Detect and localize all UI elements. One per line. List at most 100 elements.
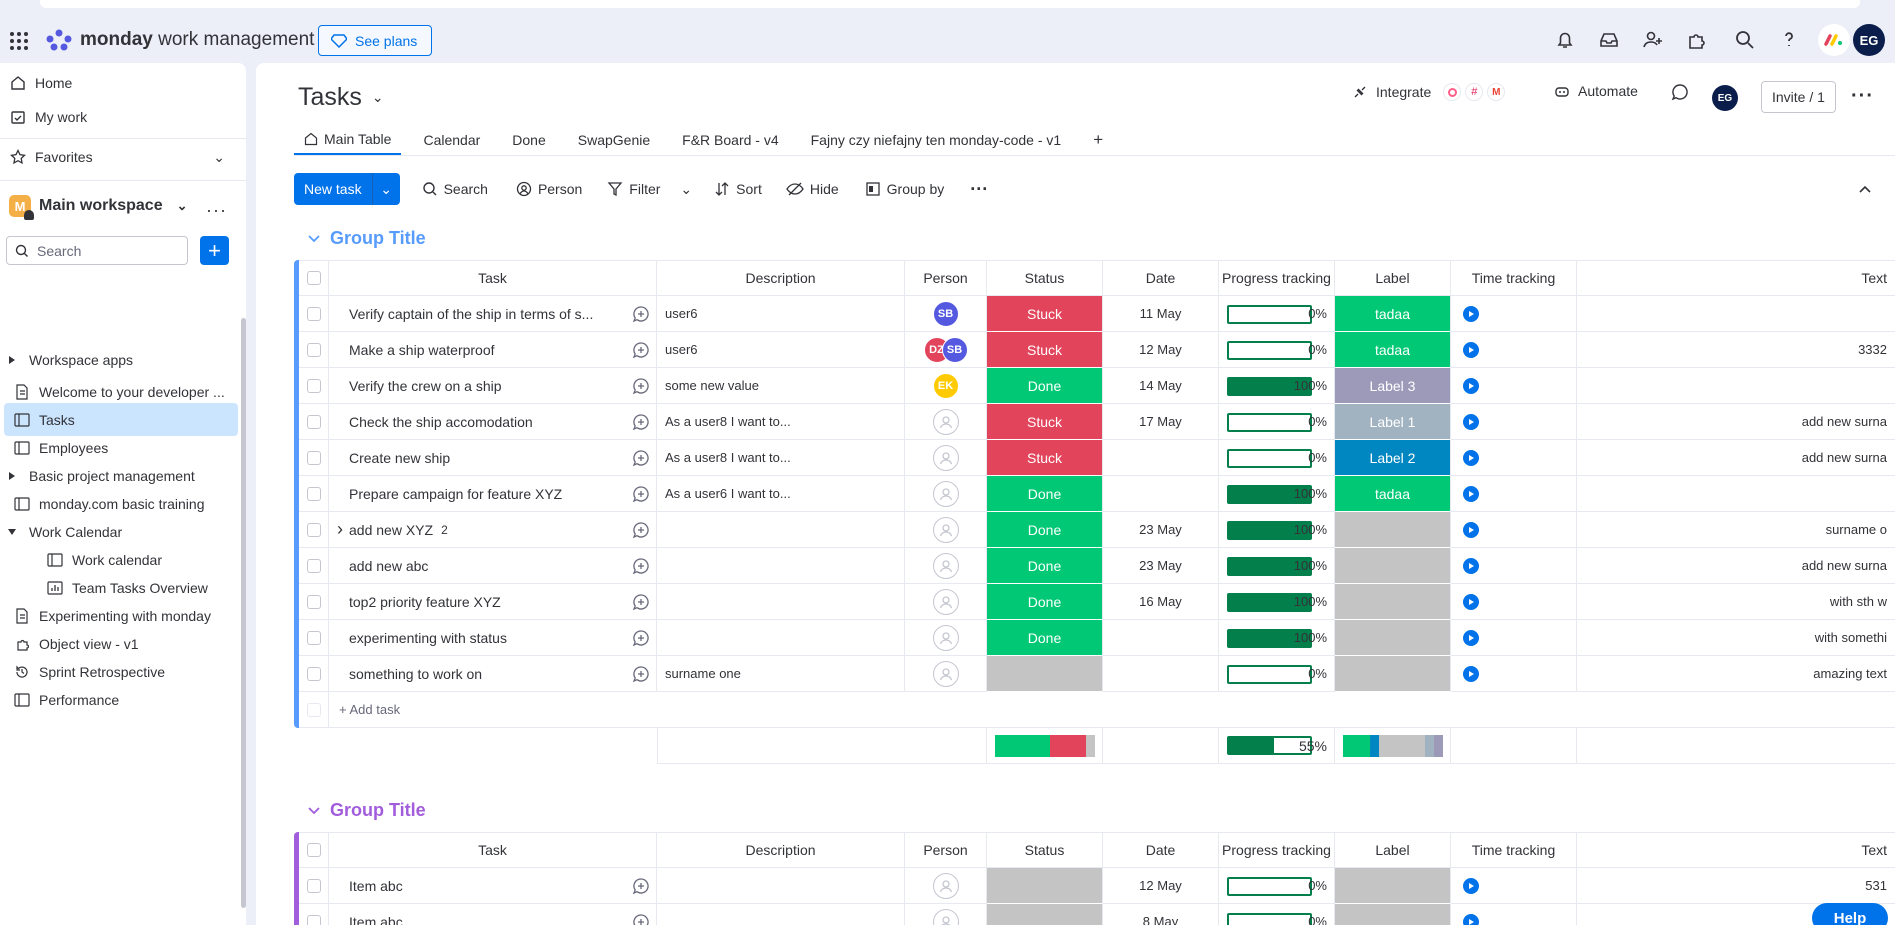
person-cell[interactable]: DZ SB (905, 332, 987, 368)
task-name[interactable]: Prepare campaign for feature XYZ (329, 476, 625, 512)
description-cell[interactable] (657, 868, 905, 904)
text-cell[interactable] (1577, 476, 1895, 512)
row-checkbox[interactable] (299, 904, 329, 925)
column-header-progress-tracking[interactable]: Progress tracking (1219, 260, 1335, 296)
play-icon[interactable] (1463, 665, 1479, 682)
date-cell[interactable]: 14 May (1103, 368, 1219, 404)
person-cell[interactable] (905, 404, 987, 440)
row-checkbox[interactable] (299, 476, 329, 512)
sidebar-item-experimenting-with-monday[interactable]: Experimenting with monday (14, 601, 211, 631)
status-cell[interactable]: Done (987, 584, 1103, 620)
column-header-person[interactable]: Person (905, 832, 987, 868)
description-cell[interactable]: As a user6 I want to... (657, 476, 905, 512)
time-tracking-cell[interactable] (1451, 548, 1577, 584)
apps-grid-icon[interactable] (9, 31, 29, 51)
play-icon[interactable] (1463, 377, 1479, 394)
date-cell[interactable]: 23 May (1103, 512, 1219, 548)
tab-f-r-board-v4[interactable]: F&R Board - v4 (682, 132, 779, 148)
description-cell[interactable]: user6 (657, 332, 905, 368)
description-cell[interactable]: As a user8 I want to... (657, 440, 905, 476)
row-checkbox[interactable] (299, 440, 329, 476)
sidebar-home[interactable]: Home (10, 68, 72, 98)
date-cell[interactable]: 12 May (1103, 868, 1219, 904)
time-tracking-cell[interactable] (1451, 476, 1577, 512)
workspace-more-icon[interactable]: ··· (206, 200, 227, 220)
table-row[interactable]: add new abc Done 23 May 100% add new surna (256, 548, 1895, 584)
add-update-icon[interactable] (625, 548, 657, 584)
column-header-description[interactable]: Description (657, 832, 905, 868)
column-header-label[interactable]: Label (1335, 832, 1451, 868)
add-update-icon[interactable] (625, 656, 657, 692)
date-cell[interactable] (1103, 440, 1219, 476)
time-tracking-cell[interactable] (1451, 368, 1577, 404)
person-cell[interactable] (905, 868, 987, 904)
sidebar-item-workspace-apps[interactable]: Workspace apps (4, 345, 133, 375)
invite-button[interactable]: Invite / 1 (1761, 81, 1836, 113)
text-cell[interactable]: with somethi (1577, 620, 1895, 656)
task-name[interactable]: › add new XYZ 2 (329, 512, 625, 548)
person-cell[interactable] (905, 512, 987, 548)
add-task-row[interactable]: + Add task (256, 692, 1895, 728)
sidebar-search-input[interactable]: Search (6, 236, 188, 265)
monday-logo[interactable]: monday work management (46, 29, 314, 51)
column-header-date[interactable]: Date (1103, 832, 1219, 868)
status-cell[interactable] (987, 868, 1103, 904)
date-cell[interactable]: 23 May (1103, 548, 1219, 584)
notifications-bell-icon[interactable] (1553, 28, 1577, 52)
label-cell[interactable]: tadaa (1335, 332, 1451, 368)
sidebar-item-employees[interactable]: Employees (14, 433, 108, 463)
date-cell[interactable]: 8 May (1103, 904, 1219, 925)
tab-swapgenie[interactable]: SwapGenie (577, 132, 651, 148)
label-cell[interactable] (1335, 512, 1451, 548)
play-icon[interactable] (1463, 913, 1479, 925)
play-icon[interactable] (1463, 341, 1479, 358)
task-name[interactable]: top2 priority feature XYZ (329, 584, 625, 620)
time-tracking-cell[interactable] (1451, 440, 1577, 476)
person-cell[interactable] (905, 476, 987, 512)
person-cell[interactable]: SB (905, 296, 987, 332)
chevron-down-icon[interactable]: ⌄ (680, 180, 693, 197)
person-filter-button[interactable]: Person (516, 181, 582, 197)
hide-button[interactable]: Hide (786, 181, 839, 197)
time-tracking-cell[interactable] (1451, 904, 1577, 925)
table-row[interactable]: Create new ship As a user8 I want to... St… (256, 440, 1895, 476)
chevron-down-icon[interactable]: ⌄ (371, 173, 400, 205)
description-cell[interactable] (657, 548, 905, 584)
integrate-button[interactable]: Integrate # M (1352, 83, 1506, 101)
tab-done[interactable]: Done (512, 132, 546, 148)
board-owner-avatar[interactable]: EG (1712, 85, 1738, 111)
sidebar-item-team-tasks-overview[interactable]: Team Tasks Overview (47, 573, 208, 603)
play-icon[interactable] (1463, 629, 1479, 646)
label-cell[interactable] (1335, 620, 1451, 656)
table-row[interactable]: something to work on surname one 0% amazing… (256, 656, 1895, 692)
play-icon[interactable] (1463, 449, 1479, 466)
date-cell[interactable]: 17 May (1103, 404, 1219, 440)
date-cell[interactable] (1103, 656, 1219, 692)
column-header-status[interactable]: Status (987, 832, 1103, 868)
play-icon[interactable] (1463, 485, 1479, 502)
sidebar-item-object-view-v1[interactable]: Object view - v1 (14, 629, 139, 659)
column-header-date[interactable]: Date (1103, 260, 1219, 296)
table-row[interactable]: Check the ship accomodation As a user8 I … (256, 404, 1895, 440)
add-update-icon[interactable] (625, 904, 657, 925)
text-cell[interactable]: add new surna (1577, 440, 1895, 476)
time-tracking-cell[interactable] (1451, 296, 1577, 332)
label-cell[interactable] (1335, 584, 1451, 620)
sidebar-favorites[interactable]: Favorites ⌄ (10, 142, 225, 172)
task-name[interactable]: Verify captain of the ship in terms of s… (329, 296, 625, 332)
status-cell[interactable]: Stuck (987, 296, 1103, 332)
row-checkbox[interactable] (299, 404, 329, 440)
row-checkbox[interactable] (299, 584, 329, 620)
add-update-icon[interactable] (625, 476, 657, 512)
sidebar-my-work[interactable]: My work (10, 102, 87, 132)
status-cell[interactable]: Stuck (987, 332, 1103, 368)
label-cell[interactable] (1335, 656, 1451, 692)
add-update-icon[interactable] (625, 620, 657, 656)
table-row[interactable]: Prepare campaign for feature XYZ As a use… (256, 476, 1895, 512)
time-tracking-cell[interactable] (1451, 620, 1577, 656)
sidebar-item-work-calendar[interactable]: Work Calendar (4, 517, 122, 547)
table-row[interactable]: Verify captain of the ship in terms of s… (256, 296, 1895, 332)
text-cell[interactable] (1577, 296, 1895, 332)
sidebar-item-monday-com-basic-training[interactable]: monday.com basic training (14, 489, 204, 519)
column-header-text[interactable]: Text (1577, 832, 1895, 868)
